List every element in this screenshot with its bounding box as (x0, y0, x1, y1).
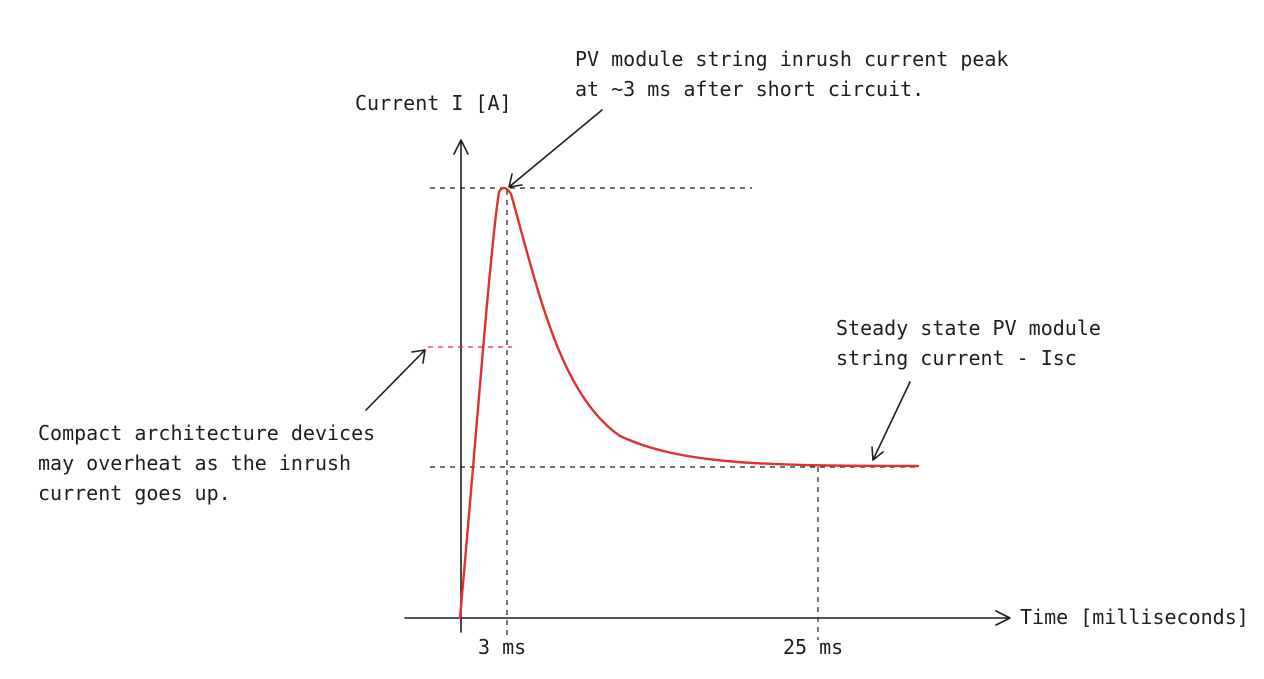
overheat-arrow (365, 349, 426, 411)
peak-arrow (508, 109, 603, 188)
x-axis-label: Time [milliseconds] (1020, 605, 1249, 629)
steady-note: Steady state PV module (836, 316, 1101, 340)
x-label: 25 ms (783, 635, 843, 659)
steady-note: string current - Isc (836, 346, 1077, 370)
compact-note: may overheat as the inrush (38, 451, 351, 475)
compact-note: Compact architecture devices (38, 421, 375, 445)
x-label: 3 ms (478, 635, 526, 659)
y-axis (453, 139, 469, 633)
y-axis-label: Current I [A] (355, 91, 512, 115)
x-axis (404, 610, 1011, 626)
current-curve (458, 186, 920, 620)
steady-arrow (871, 381, 911, 461)
peak-note: at ~3 ms after short circuit. (575, 77, 924, 101)
compact-note: current goes up. (38, 481, 231, 505)
peak-note: PV module string inrush current peak (575, 47, 1008, 71)
